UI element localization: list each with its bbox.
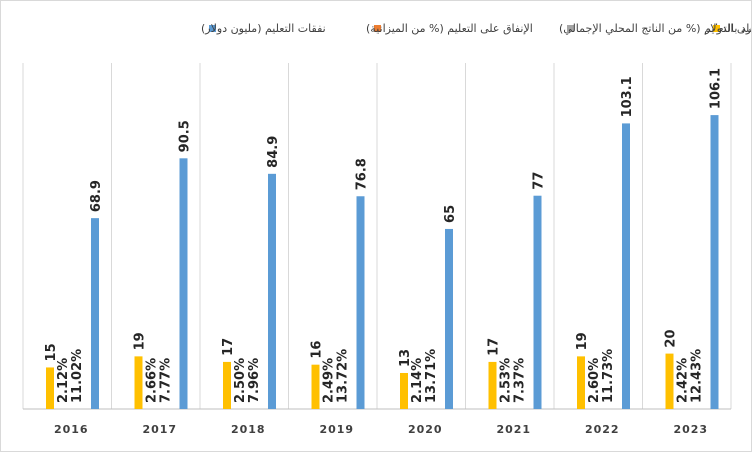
data-label-2018-series-1: 2.50% <box>233 358 248 403</box>
data-label-2017-series-0: 19 <box>133 332 148 350</box>
legend: نفقات التعليم (مليون دولار) الإنفاق على ا… <box>201 22 751 35</box>
data-label-2023-series-0: 20 <box>664 330 679 348</box>
bar-2017-series-0 <box>134 356 143 409</box>
bar-2018-series-0 <box>223 361 231 409</box>
data-label-2016-series-0: 15 <box>44 343 59 361</box>
data-label-2021-series-2: 7.37% <box>513 358 528 403</box>
legend-label-2: الإنفاق على التعليم (% من الناتج المحلي … <box>559 22 751 35</box>
data-label-2022-series-2: 11.73% <box>601 349 616 403</box>
bar-2020-series-3 <box>445 228 453 409</box>
data-label-2022-series-3: 103.1 <box>620 76 635 117</box>
bar-2016-series-3 <box>91 218 99 409</box>
data-label-2022-series-0: 19 <box>575 332 590 350</box>
data-label-2020-series-1: 2.14% <box>410 358 425 403</box>
data-label-2016-series-3: 68.9 <box>89 180 104 212</box>
data-label-2023-series-3: 106.1 <box>709 68 724 109</box>
legend-swatch-0 <box>209 25 216 32</box>
data-label-2022-series-1: 2.60% <box>587 358 602 403</box>
x-tick-label-2016: 2016 <box>54 423 89 436</box>
bar-2021-series-3 <box>533 195 542 409</box>
data-label-2019-series-2: 13.72% <box>336 349 351 403</box>
data-label-2020-series-0: 13 <box>398 349 413 367</box>
bar-2023-series-0 <box>665 353 674 409</box>
data-label-2023-series-1: 2.42% <box>676 358 691 403</box>
data-label-2018-series-2: 7.96% <box>247 358 262 403</box>
data-label-2023-series-2: 12.43% <box>690 349 705 403</box>
bar-2020-series-0 <box>400 372 408 409</box>
data-label-2019-series-1: 2.49% <box>322 358 337 403</box>
x-tick-label-2018: 2018 <box>231 423 266 436</box>
bar-2022-series-0 <box>577 356 585 409</box>
legend-swatch-1 <box>374 25 381 32</box>
bar-2016-series-0 <box>46 367 54 409</box>
bar-2018-series-3 <box>268 173 276 409</box>
bars <box>46 115 719 410</box>
data-label-2018-series-3: 84.9 <box>266 136 281 168</box>
data-labels: 152.12% 11.02% 68.9 19 2.66% 7.77% 90.5 17 2.50%… <box>44 68 724 403</box>
data-label-2018-series-0: 17 <box>221 338 236 356</box>
legend-label-3: نفقات التعليم للفرد بالدولار <box>704 22 751 35</box>
data-label-2017-series-3: 90.5 <box>178 120 193 152</box>
data-label-2020-series-2: 13.71% <box>424 349 439 403</box>
x-tick-label-2017: 2017 <box>142 423 177 436</box>
data-label-2021-series-3: 77 <box>532 172 547 190</box>
x-tick-label-2021: 2021 <box>496 423 531 436</box>
legend-label-1: الإنفاق على التعليم (% من الميزانية) <box>366 22 533 35</box>
data-label-2019-series-3: 76.8 <box>355 158 370 190</box>
gridlines <box>22 63 732 410</box>
x-axis-ticks: 2016 2017 2018 2019 2020 2021 2022 2023 <box>54 423 708 436</box>
data-label-2020-series-3: 65 <box>443 205 458 223</box>
data-label-2016-series-2: 11.02% <box>70 349 85 403</box>
bar-2022-series-3 <box>622 123 630 410</box>
data-label-2017-series-1: 2.66% <box>145 358 160 403</box>
legend-swatch-2 <box>567 25 574 32</box>
bar-2021-series-0 <box>488 361 497 409</box>
bar-2019-series-3 <box>356 196 365 409</box>
data-label-2021-series-1: 2.53% <box>499 358 514 403</box>
bar-2017-series-3 <box>179 158 188 409</box>
x-tick-label-2023: 2023 <box>673 423 708 436</box>
bar-2023-series-3 <box>710 115 719 409</box>
data-label-2017-series-2: 7.77% <box>159 358 174 403</box>
x-tick-label-2019: 2019 <box>319 423 354 436</box>
data-label-2021-series-0: 17 <box>487 338 502 356</box>
legend-label-0: نفقات التعليم (مليون دولار) <box>201 22 326 35</box>
legend-swatch-3 <box>713 25 720 32</box>
x-tick-label-2020: 2020 <box>408 423 443 436</box>
x-tick-label-2022: 2022 <box>585 423 620 436</box>
bar-2019-series-0 <box>311 364 320 409</box>
data-label-2019-series-0: 16 <box>310 341 325 359</box>
data-label-2016-series-1: 2.12% <box>56 358 71 403</box>
